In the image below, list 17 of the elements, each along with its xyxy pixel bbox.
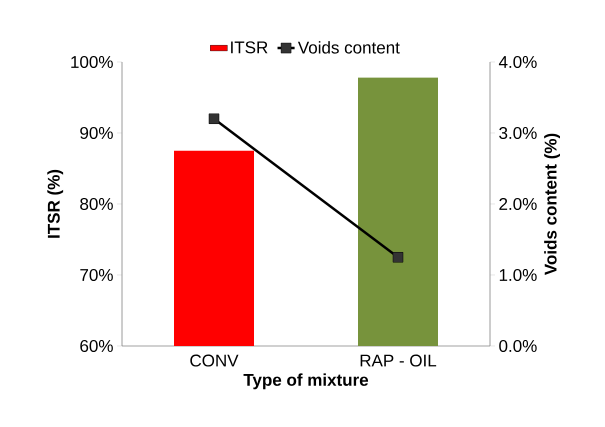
y2-tick-label: 1.0%: [500, 268, 537, 282]
y2-tick-label: 3.0%: [499, 126, 537, 140]
x-tick-label: CONV: [190, 354, 238, 367]
legend-label: ITSR: [231, 41, 268, 54]
y-tick-label: 70%: [80, 268, 113, 282]
y2-tick-label: 4.0%: [498, 56, 537, 68]
y2-tick-label: 0.0%: [499, 340, 537, 352]
y-tick-label: 60%: [80, 340, 113, 352]
y-tick-label: 90%: [80, 126, 113, 140]
y2-axis-title: Voids content (%): [544, 134, 560, 276]
x-axis-title: Type of mixture: [244, 373, 368, 390]
y-axis-title: ITSR (%): [47, 170, 64, 238]
legend-label: Voids content: [298, 41, 400, 54]
y2-tick-label: 2.0%: [499, 198, 537, 210]
x-tick-label: RAP - OIL: [360, 354, 436, 367]
y-tick-label: 100%: [71, 56, 113, 68]
y-tick-label: 80%: [80, 198, 113, 210]
